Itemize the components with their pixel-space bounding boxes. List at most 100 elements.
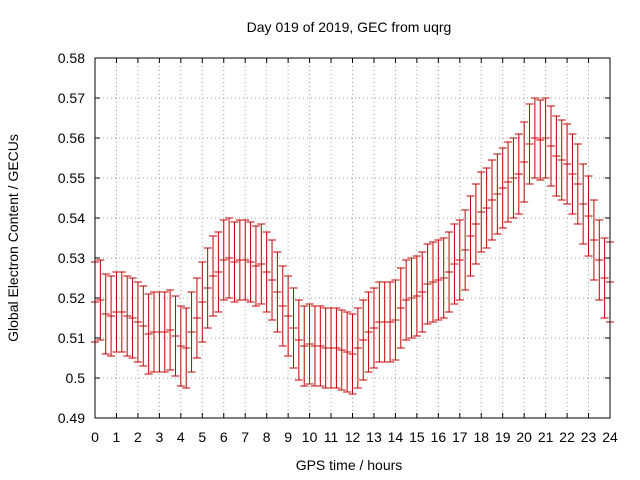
x-tick-label: 7 — [241, 429, 249, 445]
y-tick-label: 0.49 — [58, 410, 85, 426]
error-bar-point — [525, 103, 534, 185]
x-tick-label: 10 — [302, 429, 318, 445]
error-bar-point — [552, 115, 561, 197]
error-bar-point — [461, 209, 470, 291]
y-tick-label: 0.51 — [58, 330, 85, 346]
x-tick-label: 22 — [559, 429, 575, 445]
error-bar-point — [407, 257, 416, 339]
x-tick-label: 2 — [134, 429, 142, 445]
error-bar-point — [133, 281, 142, 363]
error-bar-point — [139, 285, 148, 367]
error-bar-point — [332, 307, 341, 389]
y-tick-label: 0.57 — [58, 90, 85, 106]
error-bar-point — [386, 281, 395, 363]
error-bar-point — [273, 251, 282, 333]
error-bar-point — [423, 243, 432, 325]
error-bar-point — [144, 293, 153, 375]
x-tick-label: 9 — [284, 429, 292, 445]
error-bar-point — [428, 241, 437, 323]
error-bar-point — [504, 141, 513, 223]
chart-title: Day 019 of 2019, GEC from uqrg — [247, 19, 452, 35]
error-bar-point — [536, 99, 545, 181]
error-bar-point — [450, 223, 459, 305]
error-bar-point — [568, 133, 577, 215]
error-bar-point — [101, 273, 110, 355]
error-bar-point — [198, 261, 207, 343]
error-bar-point — [412, 255, 421, 337]
error-bar-point — [573, 143, 582, 225]
error-bar-point — [241, 219, 250, 301]
x-tick-label: 14 — [388, 429, 404, 445]
error-bar-point — [257, 223, 266, 305]
x-tick-label: 1 — [113, 429, 121, 445]
error-bar-point — [284, 275, 293, 357]
error-bar-point — [434, 239, 443, 321]
error-bar-point — [455, 219, 464, 301]
error-bar-point — [477, 171, 486, 253]
error-bar-point — [498, 147, 507, 229]
error-bar-point — [300, 305, 309, 387]
x-tick-label: 17 — [452, 429, 468, 445]
error-bar-point — [579, 163, 588, 245]
error-bar-point — [187, 291, 196, 373]
x-tick-label: 6 — [220, 429, 228, 445]
x-tick-label: 24 — [602, 429, 618, 445]
error-bar-point — [589, 199, 598, 281]
error-bars — [91, 97, 614, 395]
error-bar-point — [160, 291, 169, 373]
error-bar-point — [123, 275, 132, 357]
x-tick-label: 21 — [538, 429, 554, 445]
error-bar-point — [305, 303, 314, 385]
error-bar-point — [337, 309, 346, 391]
error-bar-point — [192, 277, 201, 359]
error-bar-point — [225, 217, 234, 299]
error-bar-point — [471, 183, 480, 265]
error-bar-point — [369, 287, 378, 369]
error-bar-point — [396, 267, 405, 349]
error-bar-point — [107, 275, 116, 357]
error-bar-point — [230, 221, 239, 303]
error-bar-point — [445, 231, 454, 313]
error-bar-point — [359, 299, 368, 381]
error-bar-point — [176, 305, 185, 387]
error-bar-point — [487, 159, 496, 241]
error-bar-point — [563, 123, 572, 205]
y-tick-label: 0.54 — [58, 210, 85, 226]
error-bar-point — [391, 279, 400, 361]
error-bar-point — [364, 291, 373, 373]
error-bar-point — [289, 287, 298, 369]
x-tick-label: 4 — [177, 429, 185, 445]
x-axis-label: GPS time / hours — [296, 457, 403, 473]
plot-frame — [94, 57, 611, 419]
error-bar-point — [294, 299, 303, 381]
error-bar-point — [209, 235, 218, 317]
x-tick-label: 3 — [155, 429, 163, 445]
tick-labels: 0.49 0.5 0.51 0.52 0.53 0.54 0.55 0.56 0.57 0.58 0… — [58, 50, 618, 445]
error-bar-point — [278, 265, 287, 347]
x-tick-label: 18 — [473, 429, 489, 445]
error-bar-point — [402, 259, 411, 341]
error-bar-point — [268, 239, 277, 321]
error-bar-point — [600, 237, 609, 319]
x-tick-label: 11 — [324, 429, 339, 445]
error-bar-point — [520, 121, 529, 203]
error-bar-point — [418, 251, 427, 333]
x-tick-label: 16 — [431, 429, 447, 445]
error-bar-point — [219, 219, 228, 301]
error-bar-point — [166, 289, 175, 371]
error-bar-point — [117, 271, 126, 353]
error-bar-point — [182, 307, 191, 389]
error-bar-point — [251, 225, 260, 307]
x-tick-label: 0 — [91, 429, 99, 445]
error-bar-point — [343, 311, 352, 393]
error-bar-point — [171, 295, 180, 377]
error-bar-point — [595, 219, 604, 301]
y-axis-label: Global Electron Content / GECUs — [5, 134, 21, 342]
x-tick-label: 15 — [409, 429, 425, 445]
error-bar-point — [203, 247, 212, 329]
y-tick-label: 0.53 — [58, 250, 85, 266]
error-bar-point — [439, 237, 448, 319]
x-tick-label: 23 — [581, 429, 597, 445]
error-bar-point — [557, 119, 566, 201]
